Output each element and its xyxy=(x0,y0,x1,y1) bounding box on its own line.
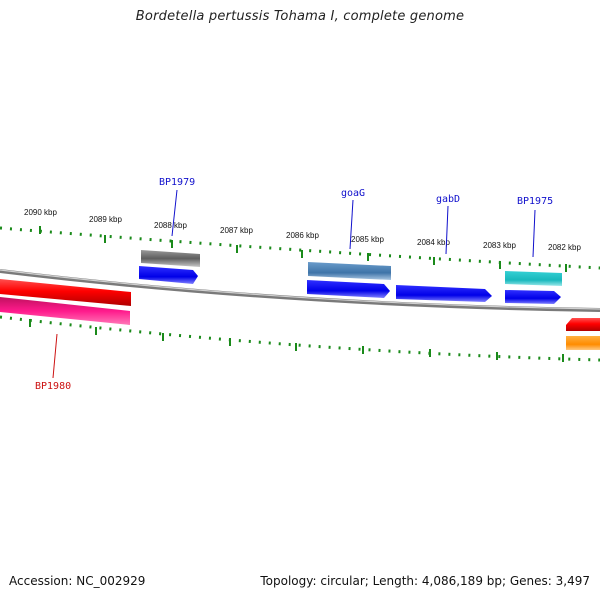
ruler-label-2085: 2085 kbp xyxy=(351,235,384,244)
gene-bp1975-feature[interactable] xyxy=(505,271,562,286)
cds-arrow-3[interactable] xyxy=(396,285,492,302)
gene-bp1980-red-feature[interactable] xyxy=(0,279,131,306)
leader-gabd xyxy=(445,205,449,255)
cds-arrow-4[interactable] xyxy=(505,290,561,304)
label-gabd[interactable]: gabD xyxy=(436,194,460,205)
leader-bp1979 xyxy=(171,189,178,237)
gene-bp1979-feature[interactable] xyxy=(141,250,200,267)
map-title: Bordetella pertussis Tohama I, complete … xyxy=(135,9,465,24)
ruler-label-2089: 2089 kbp xyxy=(89,215,122,224)
label-goag[interactable]: goaG xyxy=(341,188,365,199)
ruler-label-2083: 2083 kbp xyxy=(483,241,516,250)
label-bp1975[interactable]: BP1975 xyxy=(517,196,553,207)
ruler-label-2084: 2084 kbp xyxy=(417,238,450,247)
ruler-label-2082: 2082 kbp xyxy=(548,243,581,252)
upper-ruler-major-ticks xyxy=(39,226,567,272)
leader-bp1975 xyxy=(532,209,536,258)
leader-goag xyxy=(349,199,354,250)
ruler-label-2086: 2086 kbp xyxy=(286,231,319,240)
genome-backbone xyxy=(0,269,600,312)
cds-arrow-2[interactable] xyxy=(307,280,390,298)
label-bp1979[interactable]: BP1979 xyxy=(159,177,195,188)
gene-bp1980-feature[interactable] xyxy=(0,297,130,325)
ruler-label-2088: 2088 kbp xyxy=(154,221,187,230)
ruler-label-2087: 2087 kbp xyxy=(220,226,253,235)
gene-right-orange-feature[interactable] xyxy=(566,336,600,350)
label-bp1980[interactable]: BP1980 xyxy=(35,381,71,392)
cds-arrow-1[interactable] xyxy=(139,266,198,284)
gene-goag-feature[interactable] xyxy=(308,262,391,280)
lower-ruler-major-ticks xyxy=(29,319,564,362)
leader-bp1980 xyxy=(52,333,58,379)
ruler-label-2090: 2090 kbp xyxy=(24,208,57,217)
gene-right-red-feature[interactable] xyxy=(566,318,600,331)
lower-ruler-dots xyxy=(0,315,600,362)
accession-label: Accession: NC_002929 xyxy=(9,574,146,588)
genome-summary: Topology: circular; Length: 4,086,189 bp… xyxy=(260,574,590,588)
upper-ruler-dots xyxy=(0,226,600,270)
